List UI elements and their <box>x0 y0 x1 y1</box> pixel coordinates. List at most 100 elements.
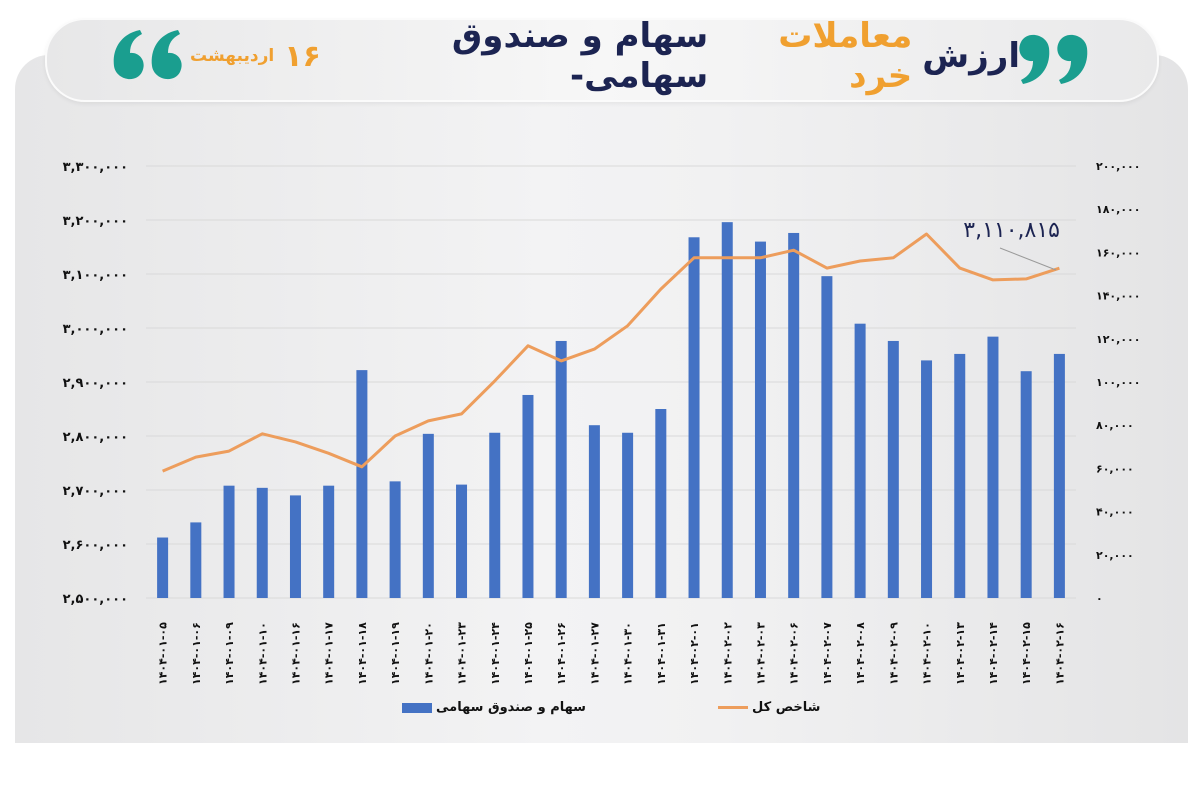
right-axis-tick: ۱۶۰,۰۰۰ <box>1096 246 1140 259</box>
x-axis-label: ۱۴۰۴-۰۱-۲۴ <box>489 622 502 685</box>
bar <box>555 340 567 598</box>
x-axis-label: ۱۴۰۴-۰۲-۱۳ <box>954 622 967 685</box>
left-axis-index: ۲,۵۰۰,۰۰۰ ۲,۶۰۰,۰۰۰ ۲,۷۰۰,۰۰۰ ۲,۸۰۰,۰۰۰ ۲,۹۰… <box>63 160 128 607</box>
x-axis-label: ۱۴۰۴-۰۱-۲۳ <box>456 622 469 685</box>
x-axis-labels: ۱۴۰۴-۰۱-۰۵ ۱۴۰۴-۰۱-۰۶ ۱۴۰۴-۰۱-۰۹ ۱۴۰۴-۰۱-۱۰… <box>157 622 1067 685</box>
right-axis-tick: ۱۴۰,۰۰۰ <box>1096 290 1140 303</box>
right-axis-tick: ۴۰,۰۰۰ <box>1096 506 1134 519</box>
x-axis-label: ۱۴۰۴-۰۲-۰۷ <box>821 622 834 685</box>
legend-bar-swatch-icon <box>402 702 432 713</box>
x-axis-label: ۱۴۰۴-۰۱-۳۱ <box>655 622 668 685</box>
bar <box>688 237 700 598</box>
right-axis-tick: ۱۲۰,۰۰۰ <box>1096 333 1140 346</box>
bar <box>157 537 169 598</box>
x-axis-label: ۱۴۰۴-۰۲-۰۸ <box>854 622 867 685</box>
bar <box>954 353 966 598</box>
title-part-value: ارزش <box>922 36 1020 76</box>
bar <box>887 340 899 598</box>
bar <box>389 481 401 598</box>
bar <box>821 276 833 598</box>
x-axis-label: ۱۴۰۴-۰۱-۱۹ <box>389 622 402 685</box>
x-axis-label: ۱۴۰۴-۰۲-۰۲ <box>721 622 734 685</box>
legend-item-line: شاخص کل <box>718 700 820 715</box>
x-axis-label: ۱۴۰۴-۰۱-۲۶ <box>555 622 568 685</box>
bar <box>987 336 999 598</box>
x-axis-label: ۱۴۰۴-۰۱-۱۶ <box>289 622 302 685</box>
left-axis-tick: ۲,۸۰۰,۰۰۰ <box>63 430 128 445</box>
x-axis-label: ۱۴۰۴-۰۱-۲۵ <box>522 622 535 685</box>
right-axis-tick: ۱۸۰,۰۰۰ <box>1096 203 1140 216</box>
bar <box>323 485 335 598</box>
x-axis-label: ۱۴۰۴-۰۱-۱۰ <box>256 622 269 685</box>
legend-bar-label: سهام و صندوق سهامی <box>436 700 586 715</box>
title-date-month: اردیبهشت <box>190 46 275 66</box>
x-axis-label: ۱۴۰۴-۰۱-۲۷ <box>588 622 601 685</box>
bar <box>356 370 368 598</box>
left-axis-tick: ۲,۷۰۰,۰۰۰ <box>63 484 128 499</box>
bar <box>1053 353 1065 598</box>
x-axis-label: ۱۴۰۴-۰۱-۰۵ <box>157 622 170 685</box>
bar <box>223 485 235 598</box>
right-axis-tick: ۲۰,۰۰۰ <box>1096 549 1134 562</box>
left-axis-tick: ۳,۲۰۰,۰۰۰ <box>63 214 128 229</box>
right-axis-tick: ۲۰۰,۰۰۰ <box>1096 160 1140 173</box>
gridlines <box>146 165 1076 599</box>
x-axis-label: ۱۴۰۴-۰۲-۱۵ <box>1020 622 1033 685</box>
left-axis-tick: ۳,۰۰۰,۰۰۰ <box>63 322 128 337</box>
right-axis-tick: ۶۰,۰۰۰ <box>1096 462 1134 475</box>
x-axis-label: ۱۴۰۴-۰۱-۰۶ <box>190 622 203 685</box>
bar <box>588 425 600 598</box>
right-axis-tick: ۰ <box>1096 592 1103 605</box>
bar <box>721 222 733 598</box>
title-banner <box>45 18 1159 102</box>
bar <box>921 360 933 598</box>
right-axis-value: ۰ ۲۰,۰۰۰ ۴۰,۰۰۰ ۶۰,۰۰۰ ۸۰,۰۰۰ ۱۰۰,۰۰۰ ۱۲۰,۰۰۰ ۱… <box>1096 160 1140 605</box>
bar <box>456 484 468 598</box>
x-axis-label: ۱۴۰۴-۰۱-۰۹ <box>223 622 236 685</box>
chart-legend: سهام و صندوق سهامی شاخص کل <box>0 700 1200 730</box>
x-axis-label: ۱۴۰۴-۰۲-۰۳ <box>754 622 767 685</box>
x-axis-label: ۱۴۰۴-۰۱-۱۷ <box>323 622 336 685</box>
bar-series-stocks-funds <box>157 222 1065 598</box>
left-axis-tick: ۲,۶۰۰,۰۰۰ <box>63 538 128 553</box>
x-axis-label: ۱۴۰۴-۰۲-۱۶ <box>1053 622 1066 685</box>
bar <box>190 522 202 598</box>
bar <box>655 409 667 598</box>
title-part-retail-trades: معاملات خرد <box>778 16 913 96</box>
closing-quote-icon <box>1019 34 1088 84</box>
x-axis-label: ۱۴۰۴-۰۲-۰۹ <box>887 622 900 685</box>
line-series-total-index <box>162 232 1060 473</box>
bar <box>289 495 301 598</box>
legend-line-swatch-icon <box>718 706 748 709</box>
title-part-stocks-funds: سهام و صندوق سهامی- <box>451 16 709 96</box>
left-axis-tick: ۳,۳۰۰,۰۰۰ <box>63 160 128 175</box>
bar <box>422 433 434 598</box>
last-value-annotation: ۳,۱۱۰,۸۱۵ <box>963 218 1060 271</box>
bar <box>522 394 534 598</box>
x-axis-label: ۱۴۰۴-۰۲-۰۶ <box>788 622 801 685</box>
right-axis-tick: ۸۰,۰۰۰ <box>1096 419 1134 432</box>
x-axis-label: ۱۴۰۴-۰۱-۳۰ <box>622 622 635 685</box>
title-date-day: ۱۶ <box>284 38 321 74</box>
bar <box>1020 371 1032 598</box>
annotation-value: ۳,۱۱۰,۸۱۵ <box>963 218 1060 243</box>
left-axis-tick: ۲,۵۰۰,۰۰۰ <box>63 592 128 607</box>
left-axis-tick: ۳,۱۰۰,۰۰۰ <box>63 268 128 283</box>
page-title: ارزش معاملات خرد سهام و صندوق سهامی- ۱۶ … <box>190 16 1020 96</box>
x-axis-label: ۱۴۰۴-۰۲-۱۴ <box>987 622 1000 685</box>
bar <box>622 432 634 598</box>
legend-line-label: شاخص کل <box>752 700 821 715</box>
x-axis-label: ۱۴۰۴-۰۱-۱۸ <box>356 622 369 685</box>
x-axis-label: ۱۴۰۴-۰۲-۰۱ <box>688 622 701 685</box>
bar <box>854 323 866 598</box>
bar <box>754 241 766 598</box>
index-line <box>162 232 1060 473</box>
x-axis-label: ۱۴۰۴-۰۲-۱۰ <box>921 622 934 685</box>
right-axis-tick: ۱۰۰,۰۰۰ <box>1096 376 1140 389</box>
bar <box>256 487 268 598</box>
bar <box>489 432 501 598</box>
x-axis-label: ۱۴۰۴-۰۱-۲۰ <box>422 622 435 685</box>
opening-quote-icon <box>113 30 182 80</box>
legend-item-bars: سهام و صندوق سهامی <box>402 700 586 715</box>
